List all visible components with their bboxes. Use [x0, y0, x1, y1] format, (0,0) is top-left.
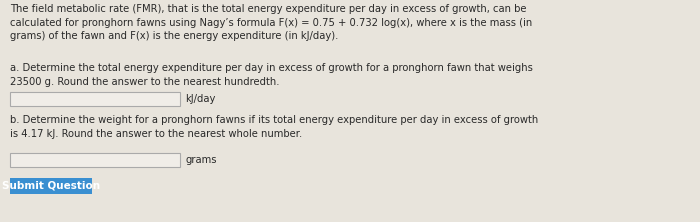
FancyBboxPatch shape [10, 178, 92, 194]
FancyBboxPatch shape [10, 153, 180, 167]
Text: a. Determine the total energy expenditure per day in excess of growth for a pron: a. Determine the total energy expenditur… [10, 63, 533, 87]
Text: kJ/day: kJ/day [185, 94, 216, 104]
FancyBboxPatch shape [10, 92, 180, 106]
Text: grams: grams [185, 155, 216, 165]
Text: b. Determine the weight for a pronghorn fawns if its total energy expenditure pe: b. Determine the weight for a pronghorn … [10, 115, 538, 139]
Text: Submit Question: Submit Question [2, 181, 100, 191]
Text: The field metabolic rate (FMR), that is the total energy expenditure per day in : The field metabolic rate (FMR), that is … [10, 4, 532, 41]
